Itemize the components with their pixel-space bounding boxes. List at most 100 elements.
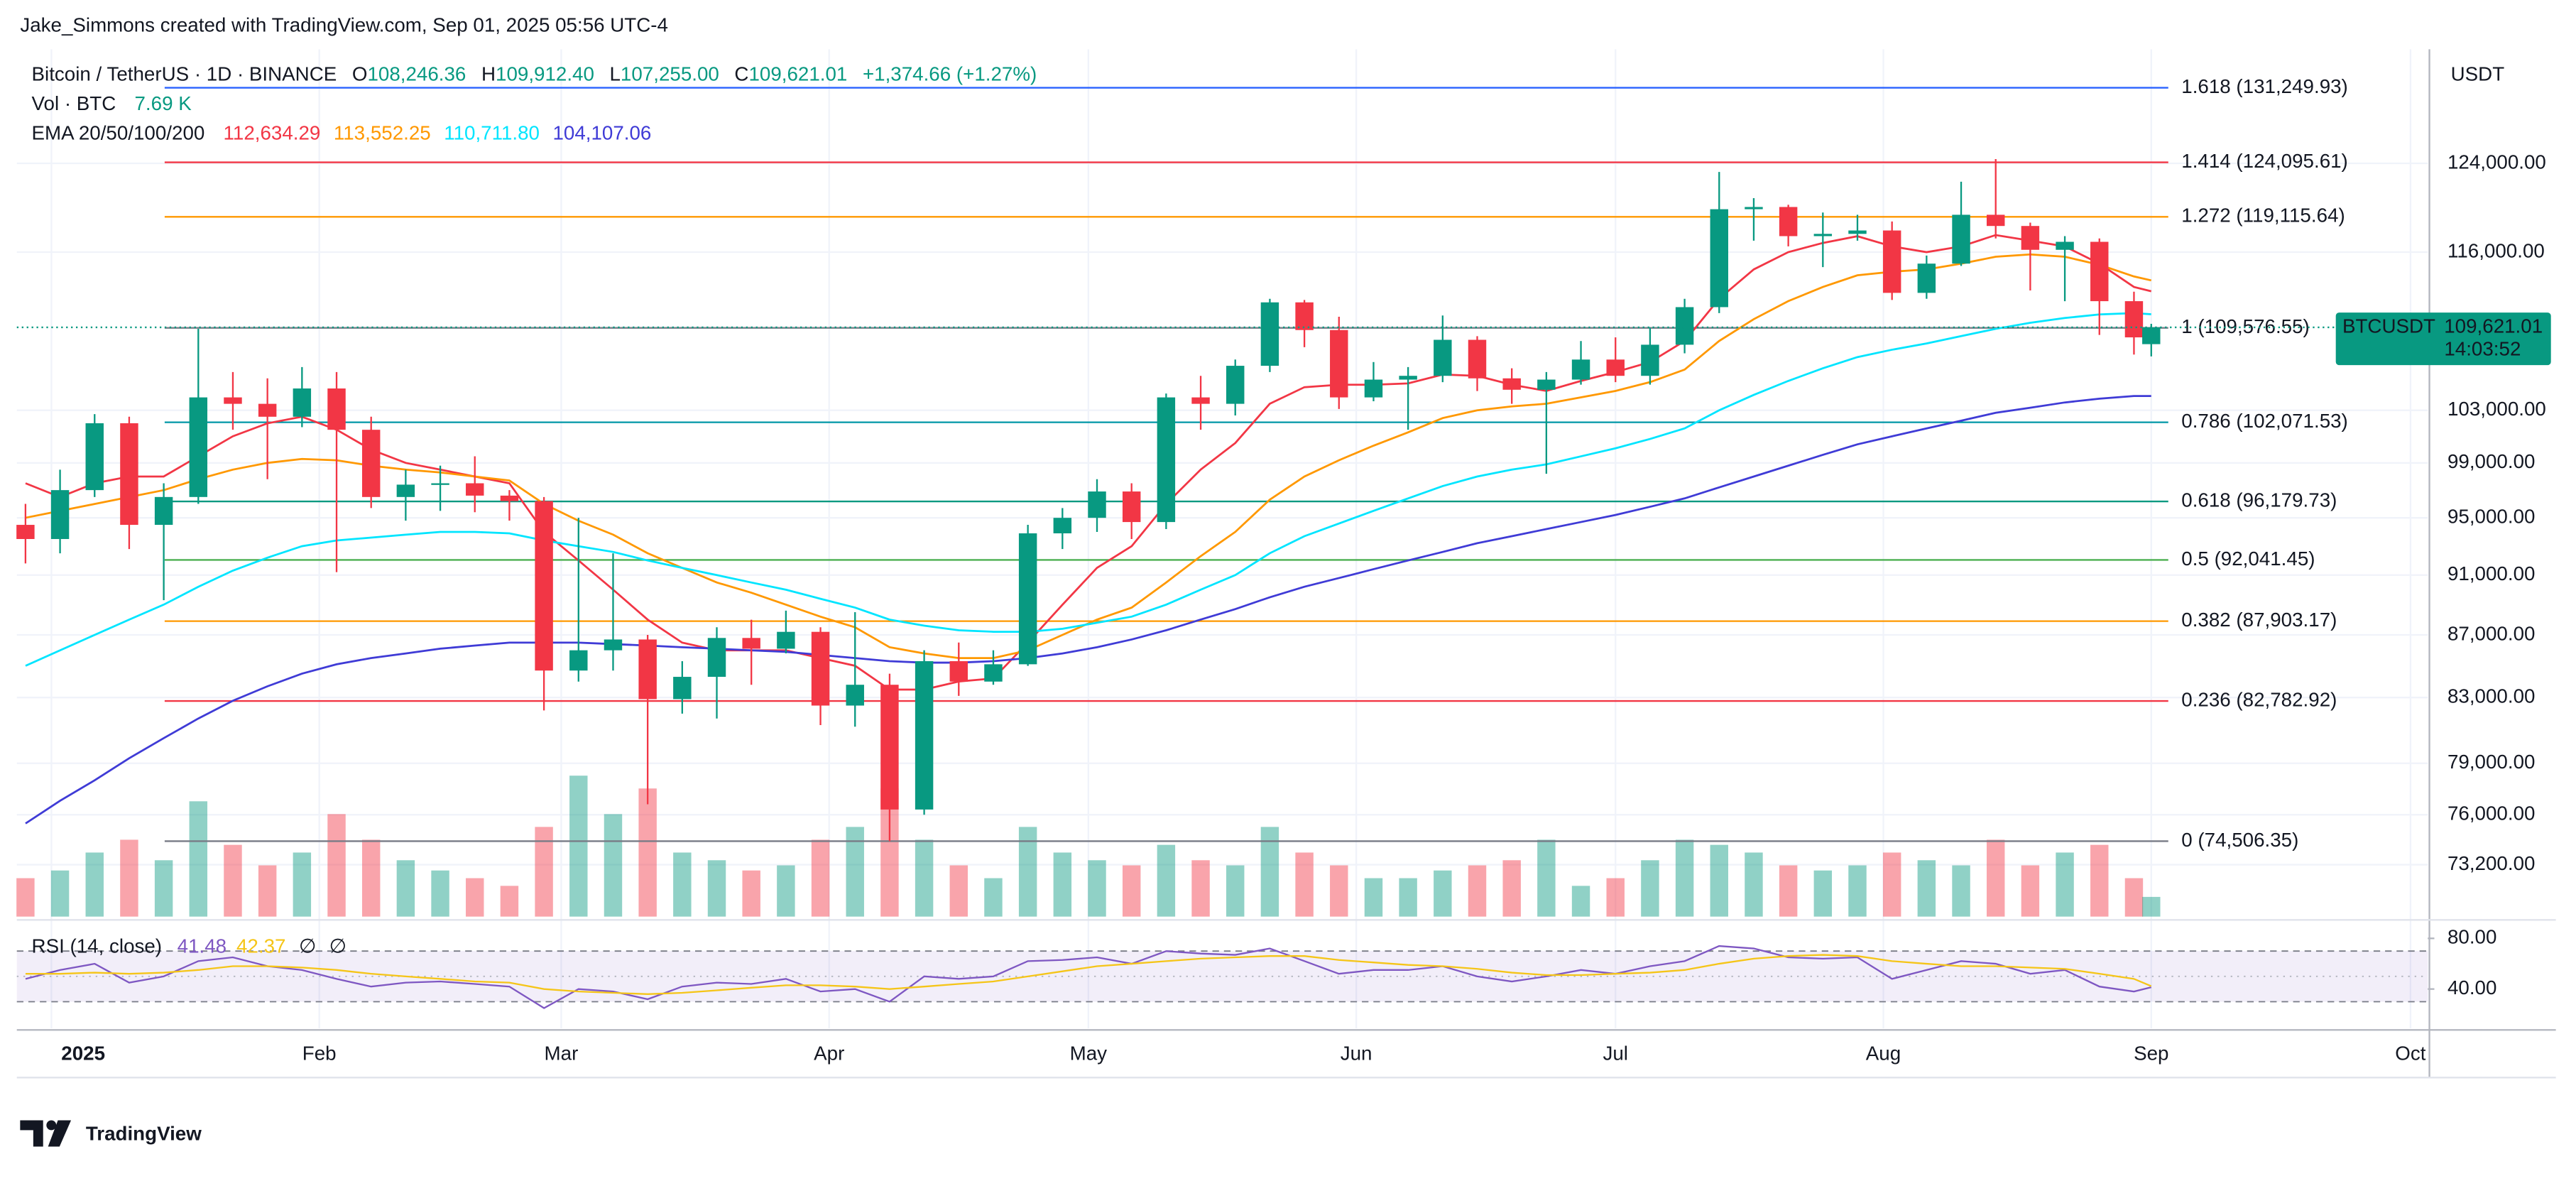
volume-bar [1330, 865, 1348, 917]
volume-bar [85, 852, 104, 917]
candle-body [742, 638, 760, 649]
volume-bar [2142, 896, 2161, 917]
volume-bar [120, 839, 138, 917]
ohlc-key: O [352, 63, 368, 85]
candle-body [50, 490, 70, 539]
y-tick-label: 73,200.00 [2447, 852, 2535, 874]
y-tick-label: 87,000.00 [2447, 622, 2535, 644]
volume-bar [984, 878, 1003, 917]
candle-body [1364, 379, 1383, 398]
volume-bar [396, 860, 415, 917]
candle-body [984, 664, 1003, 682]
currency: USDT [2451, 63, 2505, 85]
candle-body [120, 423, 138, 526]
ema-line [25, 395, 2151, 825]
candle-body [638, 639, 657, 700]
y-tick-label: 79,000.00 [2447, 751, 2535, 773]
volume-bar [1157, 844, 1176, 917]
fib-label: 1 (109,576.55) [2181, 315, 2310, 337]
ema-label: EMA 20/50/100/200 [32, 122, 205, 144]
volume-bar [638, 788, 657, 917]
candle-body [1502, 378, 1521, 390]
candle-body [1399, 376, 1417, 380]
ema-line [25, 234, 2152, 691]
candle-body [1260, 302, 1279, 366]
symbol: Bitcoin / TetherUS · 1D · BINANCE [32, 63, 337, 85]
ohlc-value: 108,246.36 [367, 63, 466, 85]
volume-bar [1191, 860, 1210, 917]
volume-label: Vol · BTC [32, 92, 116, 114]
candle-body [1571, 359, 1590, 380]
volume-bar [1745, 852, 1763, 917]
grid [16, 49, 2428, 1028]
x-tick-label: 2025 [61, 1042, 105, 1064]
volume-bar [2090, 844, 2109, 917]
candle-body [1882, 230, 1901, 293]
rsi-value: 41.48 [178, 935, 227, 957]
candle-body [569, 650, 588, 671]
candle-body [1986, 214, 2005, 227]
ohlc-key: H [481, 63, 496, 85]
y-tick-label: 124,000.00 [2447, 151, 2546, 173]
candle-body [2021, 226, 2040, 250]
logo-dot [46, 1120, 57, 1131]
fib-label: 1.414 (124,095.61) [2181, 150, 2348, 172]
volume-bar [50, 870, 70, 917]
volume-bar [742, 870, 760, 917]
brand: TradingView [86, 1123, 202, 1145]
candle-body [258, 403, 277, 417]
candle-body [1468, 339, 1487, 379]
ohlc-key: C [734, 63, 748, 85]
candle-body [915, 660, 934, 810]
volume-bar [431, 870, 449, 917]
rsi-extra: ∅ [329, 935, 346, 957]
candle-body [1641, 344, 1659, 376]
ema-line [25, 312, 2151, 667]
volume-bar [466, 878, 484, 917]
ema-value: 110,711.80 [444, 122, 540, 144]
candle-body [2142, 327, 2161, 344]
x-tick-label: Feb [302, 1042, 337, 1064]
change: +1,374.66 (+1.27%) [863, 63, 1037, 85]
volume-bar [811, 839, 830, 917]
fib-label: 1.618 (131,249.93) [2181, 75, 2348, 97]
ema-line [25, 253, 2152, 659]
volume-bar [1675, 839, 1694, 917]
fib-label: 0.382 (87,903.17) [2181, 609, 2337, 631]
volume-bar [1122, 865, 1141, 917]
candle-body [1157, 397, 1176, 523]
volume-bar [604, 814, 623, 917]
volume-bar [361, 839, 381, 917]
volume-bar [16, 878, 35, 917]
candle-body [1053, 518, 1072, 533]
candle-body [1606, 359, 1625, 376]
volume-bar [707, 860, 726, 917]
candle-body [811, 631, 830, 706]
volume-bar [258, 865, 277, 917]
volume-bar [1434, 870, 1452, 917]
ema-value: 113,552.25 [334, 122, 431, 144]
last-price: 109,621.01 [2444, 315, 2543, 337]
candle-body [500, 495, 519, 501]
rsi-line [25, 954, 2152, 995]
fib-label: 0.5 (92,041.45) [2181, 548, 2315, 570]
rsi-tick-label: 40.00 [2447, 976, 2496, 999]
candle-body [224, 397, 242, 404]
y-tick-label: 76,000.00 [2447, 803, 2535, 825]
candle-body [1675, 307, 1694, 345]
volume-bar [1468, 865, 1487, 917]
volume-value: 7.69 K [135, 92, 192, 114]
volume-bar [2021, 865, 2040, 917]
rsi-value: 42.37 [236, 935, 285, 957]
x-tick-label: Apr [814, 1042, 844, 1064]
candle-body [777, 631, 795, 649]
volume-bar [1226, 865, 1245, 917]
volume-bar [1710, 844, 1728, 917]
candle-body [1917, 263, 1936, 293]
volume-bar [1986, 839, 2005, 917]
logo-mark [20, 1120, 43, 1147]
volume-bar [949, 865, 968, 917]
plot: 1.618 (131,249.93) 1.414 (124,095.61) 1.27… [16, 75, 2348, 1009]
candle-body [431, 483, 449, 485]
